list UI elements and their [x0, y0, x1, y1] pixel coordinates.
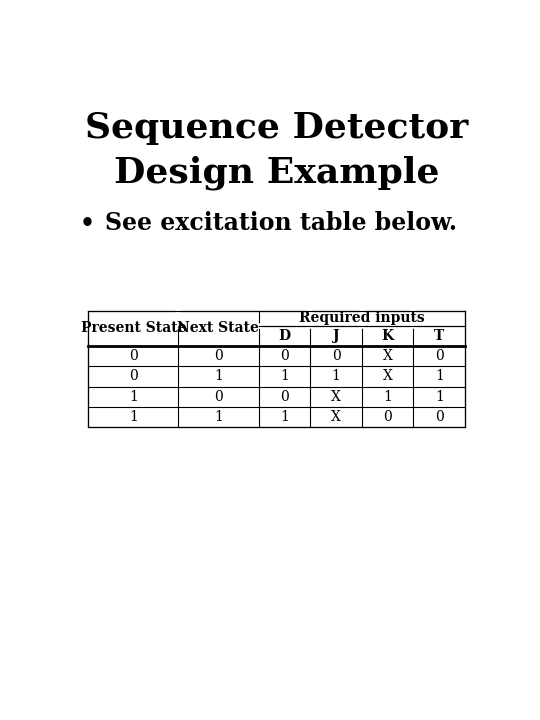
Text: 0: 0 [214, 349, 223, 363]
Text: X: X [383, 369, 393, 384]
Text: X: X [331, 410, 341, 424]
Text: See excitation table below.: See excitation table below. [105, 211, 457, 235]
Text: 0: 0 [214, 390, 223, 404]
Text: 0: 0 [280, 390, 289, 404]
Text: 1: 1 [435, 369, 444, 384]
Text: J: J [333, 329, 339, 343]
Text: 1: 1 [332, 369, 340, 384]
Text: Next State: Next State [178, 321, 259, 336]
Text: 0: 0 [129, 349, 138, 363]
Text: 1: 1 [129, 390, 138, 404]
Text: X: X [383, 349, 393, 363]
Text: Design Example: Design Example [114, 156, 440, 190]
Text: Sequence Detector: Sequence Detector [85, 112, 468, 145]
Text: 0: 0 [129, 369, 138, 384]
Text: 0: 0 [280, 349, 289, 363]
Text: •: • [80, 211, 95, 235]
Text: 1: 1 [383, 390, 392, 404]
Text: T: T [434, 329, 444, 343]
Text: 1: 1 [435, 390, 444, 404]
Text: 1: 1 [280, 410, 289, 424]
Text: 1: 1 [280, 369, 289, 384]
Text: D: D [278, 329, 291, 343]
Text: 1: 1 [214, 410, 223, 424]
Text: 0: 0 [332, 349, 340, 363]
Text: X: X [331, 390, 341, 404]
Text: 1: 1 [129, 410, 138, 424]
Text: K: K [382, 329, 394, 343]
Bar [89, 311, 465, 428]
Text: 1: 1 [214, 369, 223, 384]
Text: Present State: Present State [80, 321, 186, 336]
Text: Required inputs: Required inputs [299, 311, 424, 325]
Text: 0: 0 [435, 349, 444, 363]
Text: 0: 0 [435, 410, 444, 424]
Text: 0: 0 [383, 410, 392, 424]
